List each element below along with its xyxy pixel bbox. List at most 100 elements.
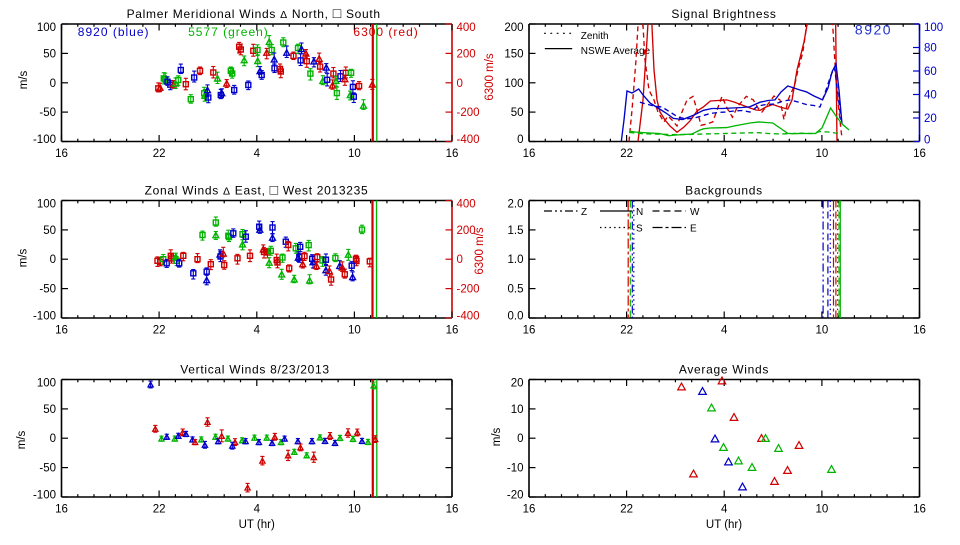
svg-text:16: 16 [523,504,536,516]
svg-text:20: 20 [924,113,937,125]
svg-text:0: 0 [924,134,930,146]
svg-text:100: 100 [924,22,943,34]
svg-text:400: 400 [457,199,476,211]
svg-text:Average Winds: Average Winds [679,362,769,376]
svg-text:50: 50 [43,48,56,60]
svg-text:100: 100 [37,199,56,211]
svg-text:50: 50 [43,225,56,237]
svg-text:Z: Z [581,207,587,218]
svg-text:22: 22 [620,148,633,160]
svg-text:0: 0 [517,433,523,445]
svg-text:200: 200 [457,48,476,60]
svg-text:-100: -100 [33,311,56,323]
svg-text:100: 100 [37,22,56,34]
svg-text:60: 60 [924,66,937,78]
svg-text:-200: -200 [457,107,480,119]
svg-text:4: 4 [721,148,728,160]
svg-text:16: 16 [446,504,459,516]
svg-text:-400: -400 [457,311,480,323]
svg-text:10: 10 [816,148,829,160]
svg-text:-100: -100 [33,134,56,146]
svg-text:200: 200 [504,22,523,34]
svg-text:Palmer Meridional Winds Δ Nort: Palmer Meridional Winds Δ North, □ South [127,5,381,21]
svg-text:4: 4 [254,325,261,337]
svg-text:4: 4 [721,325,728,337]
svg-text:16: 16 [523,325,536,337]
svg-text:40: 40 [924,90,937,102]
svg-text:S: S [636,224,643,235]
svg-text:0: 0 [50,254,56,266]
svg-text:80: 80 [924,43,937,55]
svg-text:0: 0 [517,134,523,146]
svg-text:10: 10 [816,325,829,337]
svg-text:16: 16 [913,148,926,160]
svg-text:8920: 8920 [855,22,892,38]
svg-text:10: 10 [348,148,361,160]
svg-text:200: 200 [457,225,476,237]
svg-text:-100: -100 [33,490,56,502]
svg-text:m/s: m/s [18,248,30,267]
svg-text:50: 50 [43,404,56,416]
svg-text:16: 16 [55,148,68,160]
svg-text:50: 50 [511,107,524,119]
svg-text:Zenith: Zenith [581,31,609,42]
svg-text:m/s: m/s [16,430,28,449]
svg-text:W: W [690,207,700,218]
svg-text:10: 10 [511,404,524,416]
svg-text:Vertical Winds 8/23/2013: Vertical Winds 8/23/2013 [180,362,330,376]
svg-text:6300 (red): 6300 (red) [353,25,418,39]
svg-text:E: E [690,224,697,235]
svg-text:0: 0 [457,78,463,90]
svg-text:150: 150 [504,48,523,60]
svg-text:Backgrounds: Backgrounds [685,184,763,198]
svg-text:10: 10 [816,504,829,516]
svg-text:0: 0 [50,433,56,445]
svg-text:N: N [636,207,643,218]
svg-text:16: 16 [55,504,68,516]
svg-text:400: 400 [457,22,476,34]
svg-text:4: 4 [721,504,728,516]
svg-text:0.5: 0.5 [508,284,524,296]
svg-text:10: 10 [348,325,361,337]
svg-text:m/s: m/s [18,70,30,89]
svg-text:m/s: m/s [491,427,503,446]
svg-text:16: 16 [913,325,926,337]
svg-text:22: 22 [620,504,633,516]
svg-text:2.0: 2.0 [508,199,524,211]
svg-text:6300 m/s: 6300 m/s [474,227,486,275]
svg-text:NSWE Average: NSWE Average [581,46,651,57]
svg-text:22: 22 [153,325,166,337]
svg-text:20: 20 [511,378,524,390]
svg-text:1.0: 1.0 [508,254,524,266]
svg-text:22: 22 [153,504,166,516]
svg-text:22: 22 [153,148,166,160]
svg-text:-50: -50 [39,284,56,296]
svg-text:16: 16 [55,325,68,337]
svg-text:5577 (green): 5577 (green) [188,25,269,39]
svg-text:-20: -20 [507,490,524,502]
svg-text:UT (hr): UT (hr) [239,519,275,531]
svg-text:-10: -10 [507,463,524,475]
svg-text:100: 100 [504,78,523,90]
svg-text:Zonal Winds Δ East, □ West 201: Zonal Winds Δ East, □ West 2013235 [145,182,369,198]
svg-text:1.5: 1.5 [508,225,524,237]
svg-text:8920 (blue): 8920 (blue) [78,25,150,39]
svg-text:0: 0 [50,78,56,90]
svg-text:16: 16 [913,504,926,516]
svg-text:0.0: 0.0 [508,311,524,323]
svg-text:UT (hr): UT (hr) [706,519,742,531]
svg-text:-50: -50 [39,463,56,475]
svg-text:22: 22 [620,325,633,337]
svg-text:-200: -200 [457,284,480,296]
svg-text:16: 16 [446,148,459,160]
svg-text:16: 16 [446,325,459,337]
svg-text:6300 m/s: 6300 m/s [484,53,496,101]
svg-text:Signal Brightness: Signal Brightness [671,7,776,21]
svg-text:100: 100 [37,378,56,390]
svg-text:-50: -50 [39,107,56,119]
svg-text:4: 4 [254,148,261,160]
svg-text:4: 4 [254,504,261,516]
svg-text:0: 0 [457,254,463,266]
svg-text:16: 16 [523,148,536,160]
svg-text:-400: -400 [457,134,480,146]
